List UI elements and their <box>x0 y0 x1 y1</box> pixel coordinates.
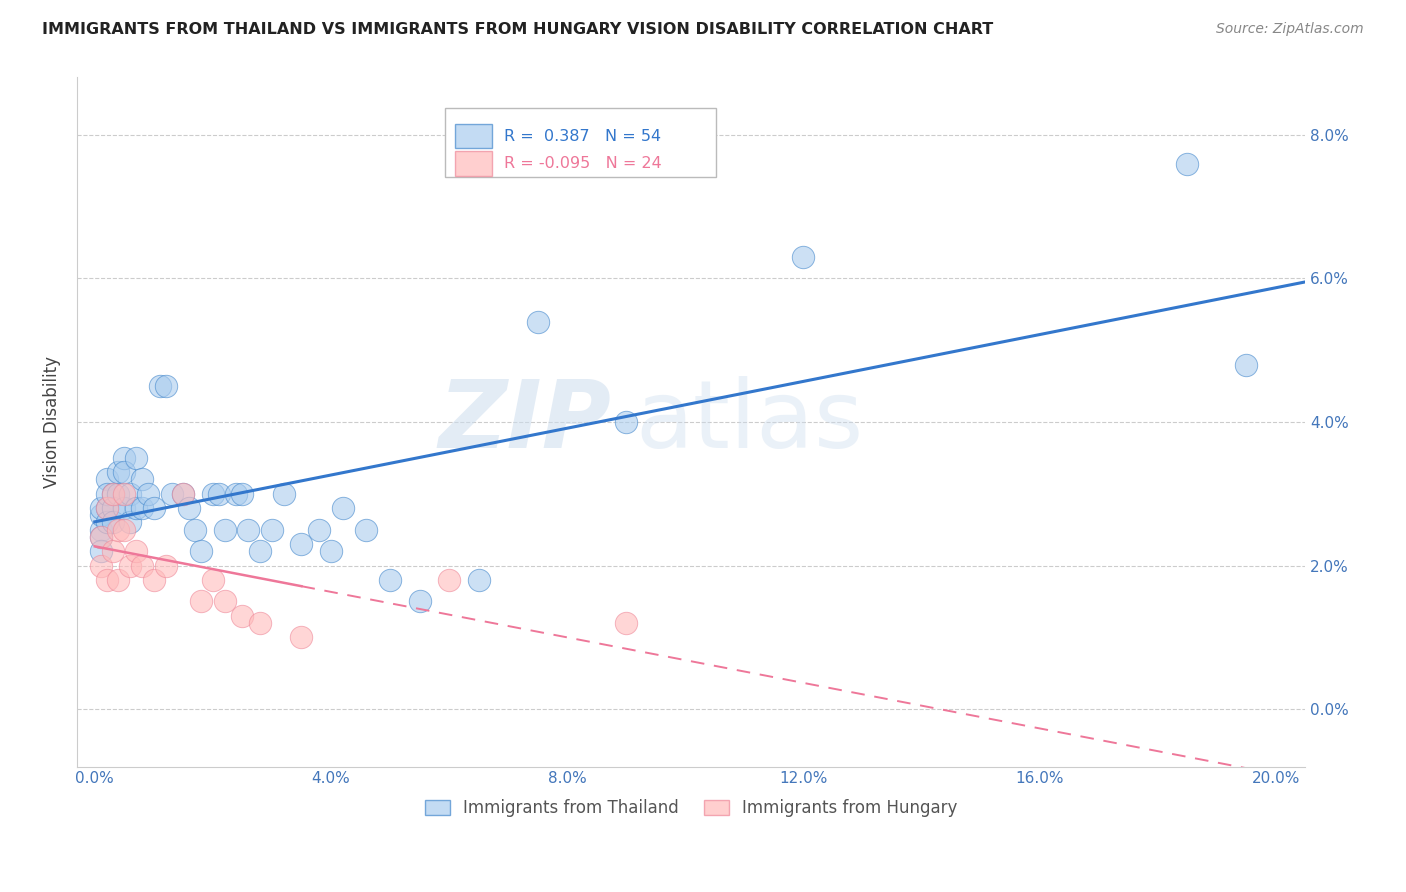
Point <box>614 615 637 630</box>
Point <box>467 573 489 587</box>
Point <box>90 544 112 558</box>
Point <box>90 558 112 573</box>
Point <box>112 487 135 501</box>
Point <box>308 523 330 537</box>
Text: R =  0.387   N = 54: R = 0.387 N = 54 <box>505 128 662 144</box>
FancyBboxPatch shape <box>446 109 716 178</box>
Text: IMMIGRANTS FROM THAILAND VS IMMIGRANTS FROM HUNGARY VISION DISABILITY CORRELATIO: IMMIGRANTS FROM THAILAND VS IMMIGRANTS F… <box>42 22 994 37</box>
Point <box>155 379 177 393</box>
Point <box>107 487 129 501</box>
FancyBboxPatch shape <box>456 151 492 176</box>
Point <box>112 450 135 465</box>
Point <box>125 501 148 516</box>
Point <box>208 487 231 501</box>
Point <box>231 608 253 623</box>
Point <box>90 501 112 516</box>
Y-axis label: Vision Disability: Vision Disability <box>44 356 60 488</box>
Point <box>125 544 148 558</box>
Point <box>214 523 236 537</box>
Legend: Immigrants from Thailand, Immigrants from Hungary: Immigrants from Thailand, Immigrants fro… <box>418 792 965 823</box>
Point <box>1234 358 1257 372</box>
Point <box>142 501 165 516</box>
Point <box>172 487 194 501</box>
Point <box>96 501 118 516</box>
Text: Source: ZipAtlas.com: Source: ZipAtlas.com <box>1216 22 1364 37</box>
Point <box>149 379 172 393</box>
Point <box>112 523 135 537</box>
Point <box>107 573 129 587</box>
Point <box>184 523 207 537</box>
Text: ZIP: ZIP <box>439 376 612 468</box>
FancyBboxPatch shape <box>456 124 492 148</box>
Point <box>792 250 814 264</box>
Point <box>155 558 177 573</box>
Point <box>231 487 253 501</box>
Point <box>131 472 153 486</box>
Point <box>290 631 312 645</box>
Point <box>190 594 212 608</box>
Point <box>96 487 118 501</box>
Point <box>107 465 129 479</box>
Point <box>136 487 159 501</box>
Point <box>131 558 153 573</box>
Point <box>101 501 124 516</box>
Point <box>378 573 401 587</box>
Point <box>190 544 212 558</box>
Point <box>260 523 283 537</box>
Point <box>96 516 118 530</box>
Point <box>332 501 354 516</box>
Point <box>120 516 142 530</box>
Point <box>101 487 124 501</box>
Point <box>201 487 224 501</box>
Point <box>90 508 112 523</box>
Point <box>160 487 183 501</box>
Point <box>90 530 112 544</box>
Point <box>96 501 118 516</box>
Point <box>120 558 142 573</box>
Point <box>96 573 118 587</box>
Point <box>101 516 124 530</box>
Point <box>179 501 201 516</box>
Point <box>249 544 271 558</box>
Point <box>120 487 142 501</box>
Point <box>319 544 342 558</box>
Point <box>90 530 112 544</box>
Point <box>437 573 460 587</box>
Point <box>526 314 548 328</box>
Point <box>112 465 135 479</box>
Point <box>225 487 247 501</box>
Point <box>614 415 637 429</box>
Point <box>90 523 112 537</box>
Point <box>273 487 295 501</box>
Text: R = -0.095   N = 24: R = -0.095 N = 24 <box>505 156 662 171</box>
Point <box>107 523 129 537</box>
Point <box>142 573 165 587</box>
Point <box>172 487 194 501</box>
Point <box>238 523 260 537</box>
Point <box>101 544 124 558</box>
Point <box>101 487 124 501</box>
Point <box>1175 156 1198 170</box>
Text: atlas: atlas <box>636 376 865 468</box>
Point <box>249 615 271 630</box>
Point <box>125 450 148 465</box>
Point <box>290 537 312 551</box>
Point <box>408 594 430 608</box>
Point <box>356 523 378 537</box>
Point <box>201 573 224 587</box>
Point <box>131 501 153 516</box>
Point <box>112 501 135 516</box>
Point <box>96 472 118 486</box>
Point <box>214 594 236 608</box>
